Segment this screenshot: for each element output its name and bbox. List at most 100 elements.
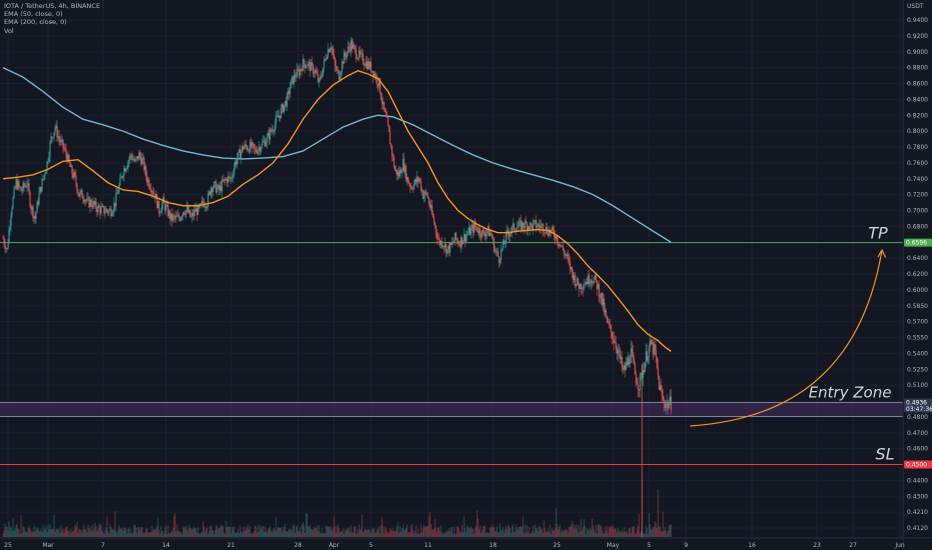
candle-body: [284, 101, 286, 106]
volume-bar: [63, 532, 65, 537]
symbol-title[interactable]: IOTA / TetherUS, 4h, BINANCE: [4, 2, 101, 10]
volume-bar: [56, 528, 58, 537]
volume-bar: [437, 527, 439, 537]
candle-body: [201, 200, 203, 204]
candle-body: [334, 58, 336, 66]
volume-bar: [486, 532, 488, 537]
candle-body: [344, 52, 346, 56]
volume-bar: [161, 531, 163, 537]
volume-bar: [239, 525, 241, 537]
candle-body: [604, 310, 606, 313]
candle-body: [189, 209, 191, 217]
candle-body: [361, 52, 363, 54]
volume-bar: [121, 528, 123, 537]
volume-bar: [535, 527, 537, 537]
candle-body: [99, 207, 101, 214]
volume-bar: [521, 526, 523, 537]
volume-bar: [444, 532, 446, 537]
volume-bar: [219, 527, 221, 537]
candle-body: [388, 125, 390, 132]
candle-body: [395, 169, 397, 171]
volume-legend[interactable]: Vol: [4, 26, 14, 35]
volume-bar: [548, 531, 550, 537]
candle-body: [326, 57, 328, 60]
candle-body: [457, 240, 459, 244]
candle-body: [586, 281, 588, 284]
volume-bar: [435, 528, 437, 537]
candle-body: [444, 243, 446, 248]
candle-body: [433, 217, 435, 224]
volume-bar: [327, 526, 329, 537]
candle-body: [47, 161, 49, 162]
volume-bar: [81, 532, 83, 537]
volume-bar: [441, 533, 443, 537]
volume-bar: [211, 529, 213, 537]
volume-bar: [401, 528, 403, 537]
volume-bar: [37, 527, 39, 537]
candle-body: [469, 227, 471, 235]
ema200-legend[interactable]: EMA (200, close, 0): [4, 18, 67, 27]
candle-body: [11, 208, 13, 215]
volume-bar: [488, 533, 490, 537]
volume-bar: [277, 526, 279, 537]
volume-bar: [45, 525, 47, 537]
volume-bar: [154, 529, 156, 537]
current-price-tag-text: 0.4936: [906, 399, 927, 406]
volume-bar: [520, 526, 522, 537]
candle-body: [231, 177, 233, 179]
volume-bar: [207, 533, 209, 537]
candle-body: [440, 241, 442, 245]
y-tick-label: 0.8200: [907, 112, 928, 119]
volume-bar: [128, 527, 130, 537]
volume-bar: [537, 531, 539, 537]
volume-bar: [525, 533, 527, 537]
volume-bar: [544, 528, 546, 537]
volume-bar: [6, 527, 8, 537]
y-tick-label: 0.4210: [907, 509, 928, 516]
candle-body: [453, 240, 455, 243]
volume-bar: [172, 527, 174, 537]
volume-bar: [281, 531, 283, 537]
candle-body: [238, 149, 240, 153]
candle-body: [282, 104, 284, 113]
candle-body: [616, 348, 618, 354]
x-tick-label: 16: [748, 542, 756, 549]
volume-bar: [432, 529, 434, 537]
volume-bar: [305, 513, 307, 537]
volume-bar: [396, 525, 398, 537]
candle-body: [82, 197, 84, 199]
volume-bar: [54, 531, 56, 537]
volume-bar: [269, 525, 271, 537]
candle-body: [88, 197, 90, 208]
volume-bar: [73, 529, 75, 537]
candle-body: [408, 182, 410, 185]
volume-bar: [283, 526, 285, 537]
volume-bar: [663, 530, 665, 537]
volume-bar: [112, 529, 114, 537]
volume-bar: [499, 523, 501, 537]
candle-body: [462, 241, 464, 245]
candle-body: [625, 361, 627, 370]
volume-bar: [618, 530, 620, 537]
candle-body: [52, 137, 54, 139]
candle-body: [180, 217, 182, 221]
candle-body: [581, 288, 583, 289]
volume-bar: [38, 530, 40, 537]
volume-bar: [312, 530, 314, 537]
candle-body: [101, 206, 103, 207]
candle-body: [666, 401, 668, 405]
volume-bar: [540, 529, 542, 537]
ema50-legend[interactable]: EMA (50, close, 0): [4, 10, 63, 19]
volume-bar: [25, 531, 27, 537]
volume-bar: [325, 525, 327, 537]
volume-bar: [512, 524, 514, 537]
candle-body: [191, 213, 193, 217]
candle-body: [289, 88, 291, 95]
volume-bar: [104, 530, 106, 537]
candle-body: [424, 191, 426, 196]
volume-bar: [194, 528, 196, 537]
volume-bar: [79, 529, 81, 537]
volume-bar: [159, 533, 161, 537]
